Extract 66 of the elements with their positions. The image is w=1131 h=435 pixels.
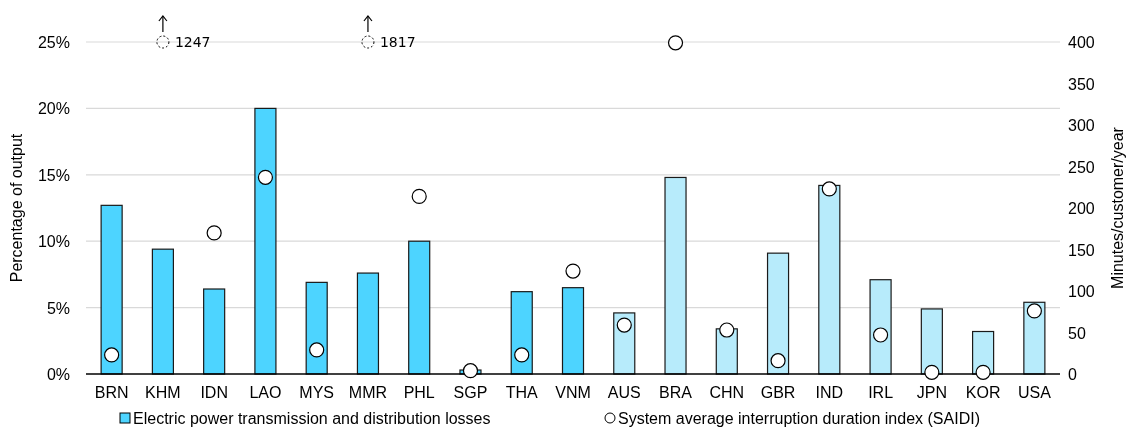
bar [561, 287, 585, 375]
bar [356, 272, 380, 375]
y-tick-label: 15% [37, 166, 70, 184]
x-tick-label: USA [1017, 384, 1052, 401]
y2-tick-label: 200 [1068, 200, 1095, 217]
point [821, 181, 837, 197]
point [1026, 303, 1042, 319]
x-tick-label: IRL [868, 384, 894, 401]
point [770, 353, 786, 369]
x-tick-label: KOR [965, 384, 1001, 401]
x-tick-label: VNM [555, 384, 591, 401]
y2-tick-label: 400 [1068, 34, 1095, 51]
x-tick-label: JPN [916, 384, 947, 401]
x-tick-label: CHN [709, 384, 745, 401]
point [872, 327, 889, 343]
point [257, 169, 274, 185]
annotation: 1247 [174, 34, 211, 50]
y2-tick-label: 350 [1068, 75, 1095, 93]
y2-tick-label: 250 [1068, 158, 1095, 176]
x-tick-label: THA [505, 384, 539, 401]
point [104, 347, 120, 363]
bar [664, 176, 687, 375]
bar [254, 107, 277, 375]
annotation: 1817 [379, 34, 416, 50]
point [924, 364, 940, 380]
y-tick-label: 20% [37, 100, 70, 118]
x-tick-label: IND [815, 384, 844, 401]
point [719, 322, 735, 338]
y-tick-label: 25% [37, 34, 70, 51]
x-tick-label: MMR [348, 384, 388, 401]
legend-label: Electric power transmission and distribution losses [133, 410, 491, 427]
x-tick-label: PHL [403, 384, 435, 401]
x-tick-label: IDN [200, 384, 228, 401]
point [975, 364, 991, 380]
x-tick-label: SGP [453, 384, 488, 401]
bar [869, 279, 892, 375]
y2-axis-title: Minutes/customer/year [1109, 126, 1126, 289]
point [462, 363, 479, 379]
x-tick-label: MYS [299, 384, 335, 401]
x-tick-label: BRN [94, 384, 129, 401]
x-tick-label: GBR [760, 384, 796, 401]
x-tick-label: AUS [607, 384, 641, 401]
bar [203, 288, 226, 375]
point [616, 317, 632, 333]
x-tick-label: LAO [249, 384, 282, 401]
y2-tick-label: 150 [1068, 241, 1095, 259]
bar [408, 240, 431, 375]
y-axis-title: Percentage of output [8, 133, 25, 283]
point [667, 35, 684, 51]
y-tick-label: 10% [37, 233, 70, 251]
bar [920, 308, 943, 375]
y2-tick-label: 300 [1068, 117, 1095, 134]
point [514, 347, 530, 363]
y2-tick-label: 50 [1068, 324, 1086, 342]
point [309, 342, 325, 358]
y2-tick-label: 100 [1068, 283, 1095, 300]
x-tick-label: BRA [659, 384, 693, 401]
y2-tick-label: 0 [1068, 366, 1077, 383]
y-tick-label: 5% [46, 299, 70, 317]
x-tick-label: KHM [145, 384, 181, 401]
bar [818, 184, 841, 375]
y-tick-label: 0% [46, 366, 70, 383]
bar [100, 204, 123, 375]
legend-label: System average interruption duration index (SAIDI) [618, 410, 980, 427]
bar [151, 248, 174, 375]
bar [766, 252, 790, 375]
